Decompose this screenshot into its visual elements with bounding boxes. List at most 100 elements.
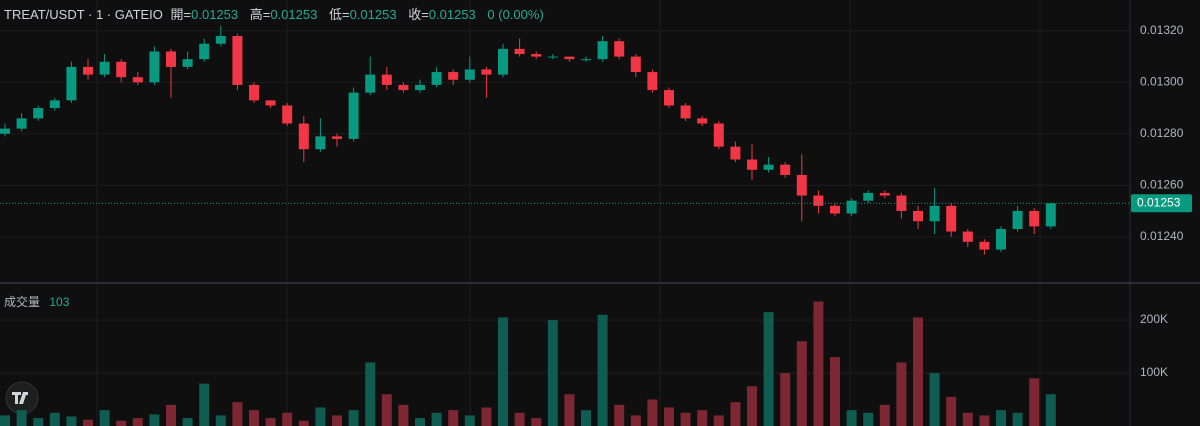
candle-body [49,100,60,109]
ohlc-label: 收= [408,7,429,22]
candle-body [298,123,309,150]
candle-body [332,136,342,139]
candle-body [498,48,508,75]
candle-body [763,164,774,170]
candle-body [1029,210,1040,227]
candle-body [1045,203,1056,227]
candle-body [249,84,259,101]
volume-bar [564,394,575,426]
candle-body [730,146,741,160]
ohlc-label: 高= [249,7,271,22]
candle-body [962,231,973,242]
volume-bar [166,404,176,426]
volume-bar [265,418,276,426]
candle-body [33,108,44,119]
volume-bar [780,373,791,426]
candle-body [182,59,193,67]
volume-bar [1029,378,1040,426]
volume-bar [846,410,857,426]
volume-bar [813,301,824,426]
candle-body [315,136,326,150]
ohlc-value: 0.01253 [349,7,397,22]
ohlc-label: 開= [170,7,192,22]
candle-body [481,69,492,75]
logo-mark [12,392,28,404]
volume-bar [697,410,708,426]
candle-body [846,200,857,214]
volume-bar [581,410,591,426]
volume-bar [763,312,774,426]
ohlc-open: 開=0.01253 [171,7,243,22]
ohlc-close: 收=0.01253 [408,7,480,22]
ohlc-label: 低= [328,7,350,22]
volume-tick-label: 200K [1140,312,1168,326]
volume-bar [547,320,558,426]
candle-body [448,72,459,80]
candle-body [946,205,957,232]
candle-body [979,241,990,250]
y-tick-label: 0.01280 [1140,126,1184,140]
symbol-title: TREAT/USDT · 1 · GATEIO [4,7,163,22]
volume-bar [249,410,259,426]
candle-body [83,66,93,75]
y-tick-label: 0.01320 [1140,23,1184,37]
legend: TREAT/USDT · 1 · GATEIO 開=0.01253 高=0.01… [4,4,548,23]
candle-body [896,195,907,211]
candle-body [879,192,890,196]
candle-body [647,72,658,91]
volume-bar [182,418,193,426]
last-price-label: 0.01253 [1137,195,1181,209]
volume-bar [498,317,508,426]
last-price-badge [1131,194,1192,213]
volume-last: 103 [49,295,70,309]
volume-bar [149,414,160,426]
volume-bar [1012,412,1023,426]
ohlc-value: 0.01253 [428,7,476,22]
y-tick-label: 0.01240 [1140,229,1184,243]
volume-legend: 成交量 103 [4,293,69,310]
volume-bar [365,362,376,426]
candle-body [166,51,176,67]
candle-body [830,205,840,214]
volume-bar [33,418,44,426]
volume-bar [1045,394,1056,426]
volume-bar [199,383,210,426]
volume-bar [879,404,890,426]
volume-bar [614,404,625,426]
candle-body [697,118,708,124]
volume-bar [66,416,77,426]
candle-body [348,92,359,139]
volume-bar [381,394,392,426]
volume-bar [315,407,326,426]
candle-body [381,74,392,85]
y-tick-label: 0.01260 [1140,177,1184,191]
ohlc-high: 高=0.01253 [250,7,322,22]
volume-bar [332,415,342,426]
candle-body [996,228,1006,250]
volume-bar [597,314,608,426]
volume-bar [630,415,641,426]
ohlc-low: 低=0.01253 [329,7,401,22]
candle-body [929,205,940,222]
candle-body [199,43,210,60]
candle-body [265,100,276,106]
candle-body [0,128,10,134]
logo [5,381,39,415]
volume-bar [99,410,110,426]
volume-bar [730,402,741,426]
volume-bar [747,386,757,426]
volume-bar [896,362,907,426]
candle-body [713,123,724,147]
candle-body [99,61,110,75]
volume-bar [298,420,309,426]
candle-body [813,195,824,206]
volume-bar [132,418,143,426]
candle-body [581,59,591,61]
volume-title: 成交量 [4,295,41,309]
volume-bar [116,420,127,426]
ohlc-value: 0.01253 [270,7,318,22]
candle-body [664,90,674,106]
candle-body [614,41,625,57]
